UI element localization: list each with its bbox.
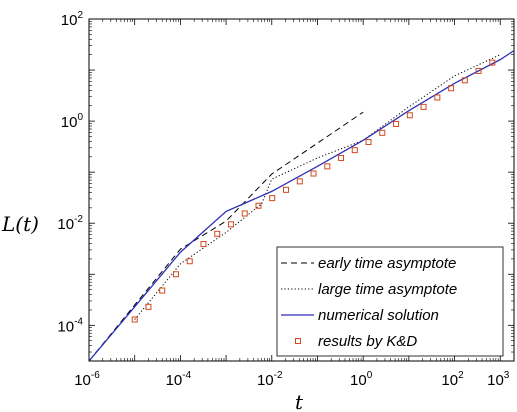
- y-tick-base: 10: [57, 318, 74, 335]
- x-tick-label: 100: [350, 370, 373, 389]
- y-tick-base: 10: [61, 114, 78, 131]
- x-tick-label: 10-2: [257, 370, 283, 389]
- kd-marker: [159, 287, 166, 294]
- plot-area: [89, 50, 514, 361]
- kd-marker: [283, 186, 290, 193]
- numerical-solution-line: [89, 50, 514, 361]
- x-tick-exponent: -2: [274, 370, 283, 381]
- kd-marker: [145, 303, 152, 310]
- x-tick-label: 103: [487, 370, 510, 389]
- kd-marker: [241, 210, 248, 217]
- kd-marker: [379, 129, 386, 136]
- legend-box: [276, 246, 504, 357]
- legend-label: numerical solution: [318, 307, 439, 324]
- legend-label: early time asymptote: [318, 255, 456, 272]
- x-tick-exponent: 0: [367, 370, 373, 381]
- legend-marker: [295, 338, 301, 344]
- x-tick-exponent: -4: [182, 370, 191, 381]
- kd-marker: [131, 316, 138, 323]
- kd-marker: [324, 163, 331, 170]
- kd-marker: [475, 67, 482, 74]
- large-asymptote-line: [134, 54, 501, 320]
- y-tick-exponent: 0: [77, 112, 83, 123]
- kd-marker: [448, 85, 455, 92]
- kd-marker: [214, 230, 221, 237]
- y-tick-exponent: 2: [77, 10, 83, 21]
- x-tick-exponent: -6: [91, 370, 100, 381]
- legend-label: results by K&D: [318, 333, 417, 350]
- y-axis-label: L(t): [1, 212, 39, 236]
- x-tick-base: 10: [350, 372, 367, 389]
- legend-entry: early time asymptote: [281, 255, 456, 272]
- kd-marker: [351, 147, 358, 154]
- x-tick-exponent: 3: [504, 370, 510, 381]
- y-tick-label: 100: [61, 112, 84, 131]
- x-tick-label: 10-6: [74, 370, 100, 389]
- x-tick-base: 10: [441, 372, 458, 389]
- series-layer: [89, 50, 514, 361]
- x-tick-label: 10-4: [166, 370, 192, 389]
- x-tick-base: 10: [74, 372, 91, 389]
- y-tick-label: 10-4: [57, 316, 83, 335]
- kd-marker: [461, 77, 468, 84]
- kd-marker: [489, 59, 496, 66]
- kd-marker: [406, 112, 413, 119]
- kd-marker: [172, 271, 179, 278]
- x-axis-label: t: [295, 390, 304, 412]
- y-tick-exponent: -2: [74, 214, 83, 225]
- y-tick-label: 10-2: [57, 214, 83, 233]
- kd-marker: [227, 221, 234, 228]
- kd-marker: [393, 120, 400, 127]
- x-tick-exponent: 2: [458, 370, 464, 381]
- legend-entry: results by K&D: [295, 333, 417, 350]
- kd-marker: [255, 202, 262, 209]
- y-tick-base: 10: [57, 216, 74, 233]
- kd-marker: [186, 258, 193, 265]
- kd-marker: [434, 94, 441, 101]
- x-tick-base: 10: [166, 372, 183, 389]
- kd-marker: [365, 138, 372, 145]
- legend-entry: large time asymptote: [281, 281, 457, 298]
- legend-entry: numerical solution: [281, 307, 439, 324]
- x-tick-base: 10: [257, 372, 274, 389]
- kd-marker: [200, 241, 207, 248]
- x-tick-label: 102: [441, 370, 464, 389]
- kd-marker: [338, 154, 345, 161]
- kd-marker: [296, 178, 303, 185]
- early-asymptote-line: [89, 111, 364, 361]
- y-tick-exponent: -4: [74, 316, 83, 327]
- kd-marker: [310, 170, 317, 177]
- y-tick-base: 10: [61, 12, 78, 29]
- legend-label: large time asymptote: [318, 281, 457, 298]
- y-tick-label: 102: [61, 10, 84, 29]
- kd-marker: [420, 103, 427, 110]
- kd-marker: [269, 195, 276, 202]
- x-tick-base: 10: [487, 372, 504, 389]
- legend: early time asymptote large time asymptote…: [276, 246, 504, 357]
